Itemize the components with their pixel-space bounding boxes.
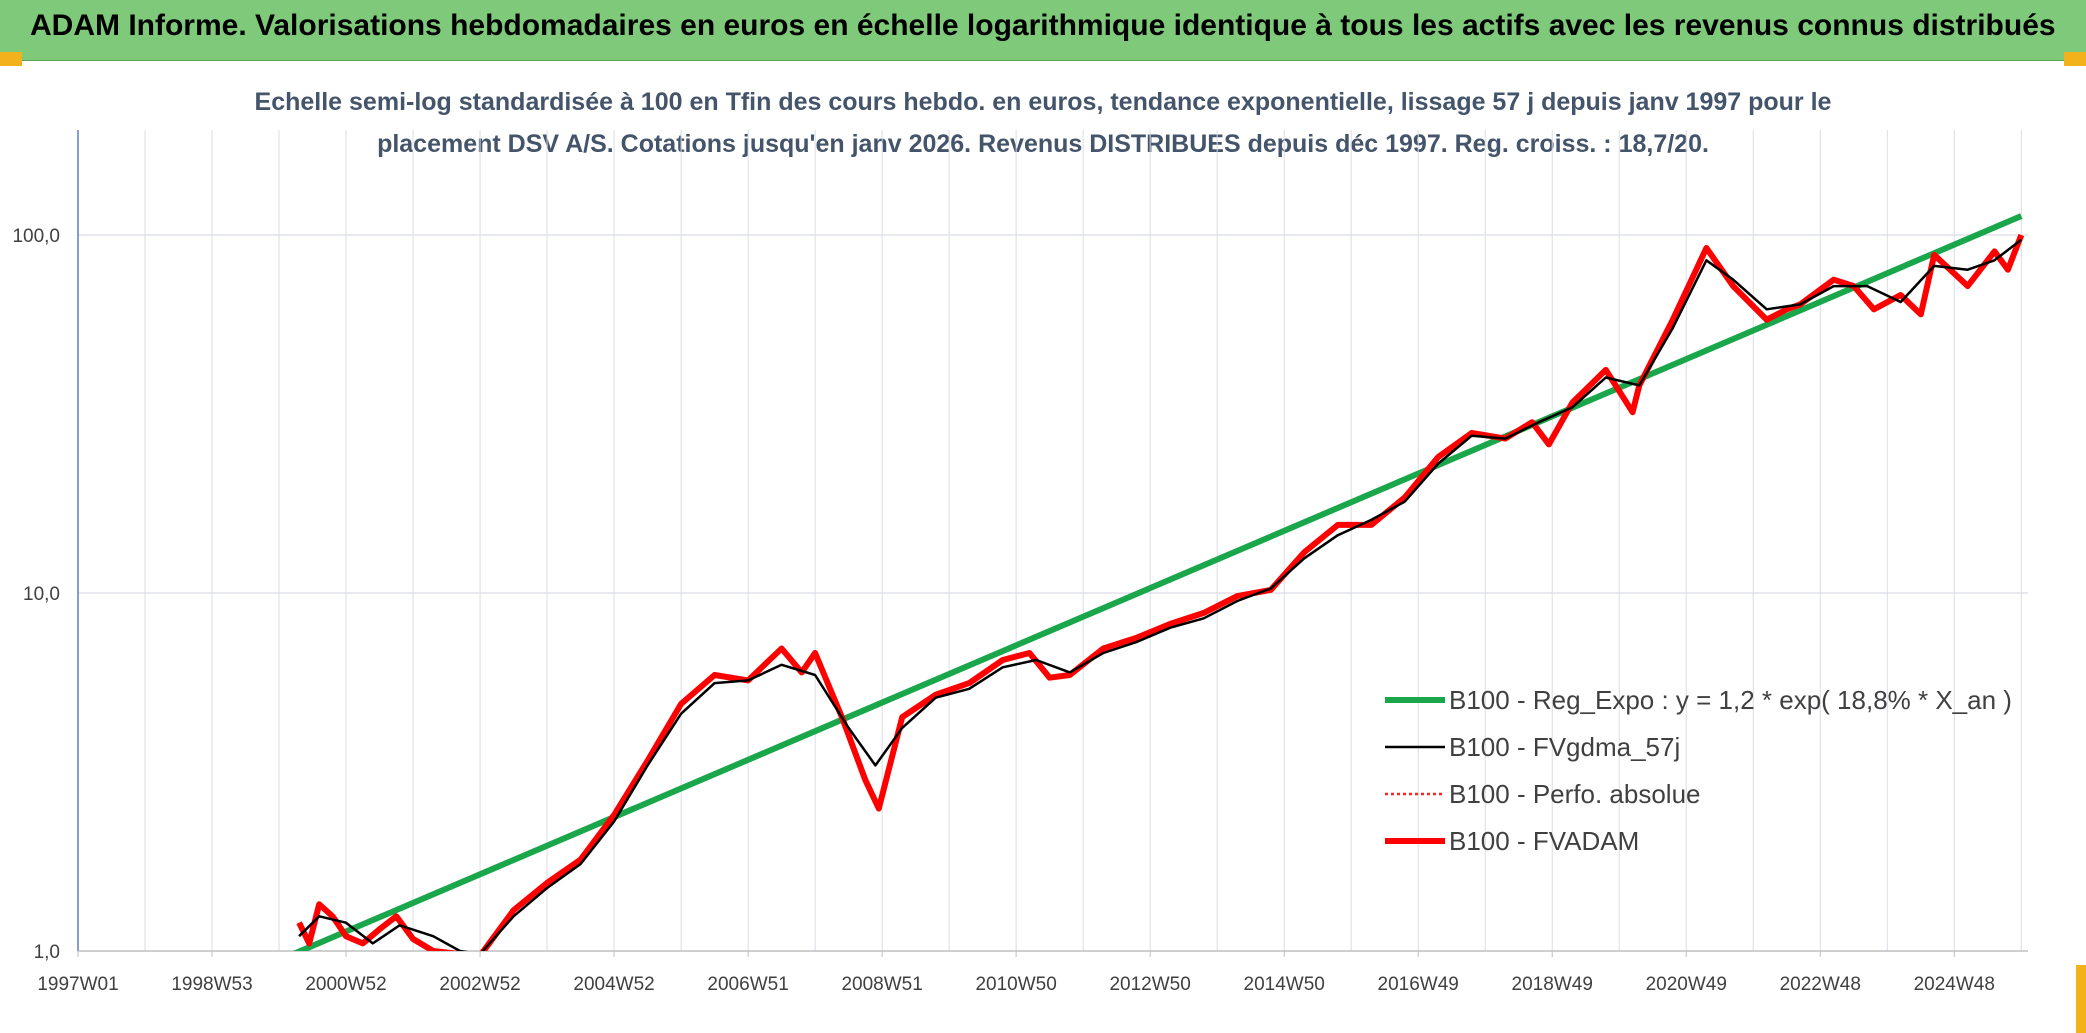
- x-tick-label: 2020W49: [1646, 974, 1727, 995]
- page-title: ADAM Informe. Valorisations hebdomadaire…: [30, 9, 2056, 42]
- x-tick-label: 2014W50: [1244, 974, 1325, 995]
- x-tick-label: 2024W48: [1914, 974, 1995, 995]
- plot-area: [292, 213, 2025, 951]
- grid-lines: [78, 130, 2028, 951]
- chart-subtitle-line-2: placement DSV A/S. Cotations jusqu'en ja…: [377, 130, 1709, 158]
- corner-marker: [2076, 965, 2086, 1033]
- x-tick-label: 2006W51: [707, 974, 788, 995]
- x-tick-label: 2018W49: [1512, 974, 1593, 995]
- x-tick-label: 2022W48: [1780, 974, 1861, 995]
- x-tick-label: 2000W52: [305, 974, 386, 995]
- title-banner: ADAM Informe. Valorisations hebdomadaire…: [0, 0, 2086, 61]
- series-line-3: [296, 233, 2025, 951]
- chart-legend: B100 - Reg_Expo : y = 1,2 * exp( 18,8% *…: [1385, 685, 2012, 856]
- axes: 1,0 10,0 100,0 1997W01 1998W53 2000W52 2002W52…: [12, 130, 2028, 995]
- x-tick-label: 2010W50: [975, 974, 1056, 995]
- series-line-1: [298, 238, 2023, 951]
- legend-label: B100 - Perfo. absolue: [1449, 779, 1701, 809]
- x-tick-label: 2008W51: [841, 974, 922, 995]
- x-tick-label: 1997W01: [37, 974, 118, 995]
- x-tick-label: 2016W49: [1378, 974, 1459, 995]
- y-tick-label: 1,0: [34, 942, 60, 963]
- x-tick-label: 2004W52: [573, 974, 654, 995]
- x-tick-label: 2002W52: [439, 974, 520, 995]
- corner-marker: [2064, 52, 2086, 66]
- chart-subtitle-line-1: Echelle semi-log standardisée à 100 en T…: [254, 88, 1832, 116]
- legend-label: B100 - Reg_Expo : y = 1,2 * exp( 18,8% *…: [1449, 685, 2012, 715]
- x-tick-label: 2012W50: [1109, 974, 1190, 995]
- y-tick-label: 100,0: [12, 226, 60, 247]
- series-line-0: [292, 213, 2023, 951]
- legend-label: B100 - FVADAM: [1449, 826, 1639, 856]
- y-tick-label: 10,0: [23, 584, 60, 605]
- x-tick-label: 1998W53: [171, 974, 252, 995]
- corner-marker: [0, 52, 22, 66]
- legend-label: B100 - FVgdma_57j: [1449, 732, 1680, 762]
